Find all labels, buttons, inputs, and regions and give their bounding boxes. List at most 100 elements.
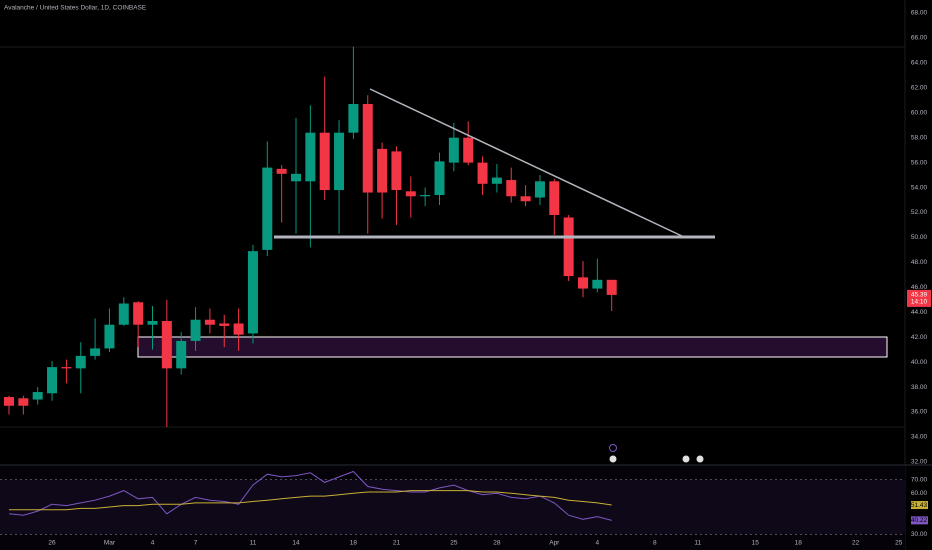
y-tick-label: 44.00 (911, 309, 928, 316)
candle-body (463, 137, 474, 163)
y-tick-label: 48.00 (911, 259, 928, 266)
x-tick-label: 25 (895, 540, 903, 547)
rsi-line (8, 470, 612, 521)
y-tick-label: 38.00 (911, 384, 928, 391)
y-tick-label: 42.00 (911, 334, 928, 341)
countdown-label: 14:10 (911, 299, 928, 306)
candle-body (391, 151, 402, 191)
candle-body (434, 161, 445, 196)
y-tick-label: 56.00 (911, 159, 928, 166)
event-icon[interactable] (609, 455, 617, 463)
y-tick-label: 36.00 (911, 409, 928, 416)
y-tick-label: 68.00 (911, 10, 928, 17)
y-tick-label: 52.00 (911, 209, 928, 216)
candle-body (477, 162, 488, 184)
y-tick-label: 32.00 (911, 459, 928, 466)
x-tick-label: 14 (292, 540, 300, 547)
value-tag (911, 516, 928, 525)
candle-body (276, 168, 287, 174)
candle-body (61, 367, 72, 369)
value-tag (911, 501, 928, 510)
candle-body (362, 103, 373, 193)
price-tag (907, 289, 931, 307)
candle-body (592, 279, 603, 289)
y-tick-label: 50.00 (911, 234, 928, 241)
candle-body (348, 103, 359, 133)
chart-title: Avalanche / United States Dollar, 1D, CO… (4, 5, 147, 12)
candle-body (32, 392, 43, 400)
y-tick-label: 60.00 (911, 109, 928, 116)
y-tick-label: 30.00 (911, 531, 928, 538)
candle-body (334, 132, 345, 191)
candle-body (520, 196, 531, 202)
candle-body (233, 323, 244, 335)
candle-body (377, 148, 388, 193)
x-tick-label: 18 (795, 540, 803, 547)
y-tick-label: 66.00 (911, 35, 928, 42)
y-tick-label: 64.00 (911, 60, 928, 67)
candle-body (606, 279, 617, 295)
marks (4, 46, 617, 521)
rsi-band-group (0, 479, 905, 535)
candle-body (75, 355, 86, 369)
candle-body (161, 320, 172, 369)
candle-body (18, 398, 29, 406)
candle-body (448, 137, 459, 163)
x-tick-label: 11 (250, 540, 257, 547)
candle-body (118, 303, 129, 325)
candle-body (534, 181, 545, 198)
x-tick-label: 28 (493, 540, 501, 547)
candle-body (319, 132, 330, 191)
x-tick-label: 8 (653, 540, 657, 547)
candle-body (420, 195, 431, 197)
x-tick-label: 7 (194, 540, 198, 547)
x-tick-label: 15 (752, 540, 760, 547)
x-tick-label: 4 (596, 540, 600, 547)
support-zone (137, 336, 888, 358)
candle-body (491, 177, 502, 184)
candle-body (47, 367, 58, 394)
x-tick-label: 26 (48, 540, 56, 547)
x-tick-label: 4 (151, 540, 155, 547)
candle-body (506, 180, 517, 197)
value-tag-label: 40.22 (911, 517, 928, 524)
y-tick-label: 70.00 (911, 476, 928, 483)
y-tick-label: 62.00 (911, 85, 928, 92)
y-tick-label: 54.00 (911, 184, 928, 191)
price-tag-label: 45.39 (911, 292, 928, 299)
candle-body (247, 251, 258, 334)
x-tick-label: 25 (450, 540, 458, 547)
candle-body (563, 217, 574, 277)
x-tick-label: Apr (549, 540, 560, 547)
candle-body (305, 132, 316, 182)
candle-body (219, 323, 230, 326)
x-tick-label: 22 (852, 540, 860, 547)
candle-body (133, 302, 144, 325)
event-icon[interactable] (682, 455, 690, 463)
candle-body (104, 324, 115, 349)
candle-body (147, 320, 158, 325)
y-tick-label: 34.00 (911, 434, 928, 441)
candle-body (204, 319, 215, 325)
candle-body (578, 277, 588, 289)
candle-body (405, 191, 416, 197)
event-icon[interactable] (609, 444, 617, 452)
rsi-line (9, 490, 612, 511)
x-tick-label: 11 (694, 540, 701, 547)
value-tag-label: 51.43 (911, 502, 928, 509)
trend-line (369, 88, 685, 238)
candle-body (190, 319, 201, 341)
y-tick-label: 40.00 (911, 359, 928, 366)
y-tick-label: 46.00 (911, 284, 928, 291)
candle-body (4, 397, 14, 406)
candle-body (262, 167, 273, 250)
y-tick-label: 60.00 (911, 490, 928, 497)
x-tick-label: Mar (104, 540, 116, 547)
y-tick-label: 58.00 (911, 134, 928, 141)
candle-body (176, 340, 187, 369)
event-icon[interactable] (696, 455, 704, 463)
candle-body (291, 173, 301, 182)
